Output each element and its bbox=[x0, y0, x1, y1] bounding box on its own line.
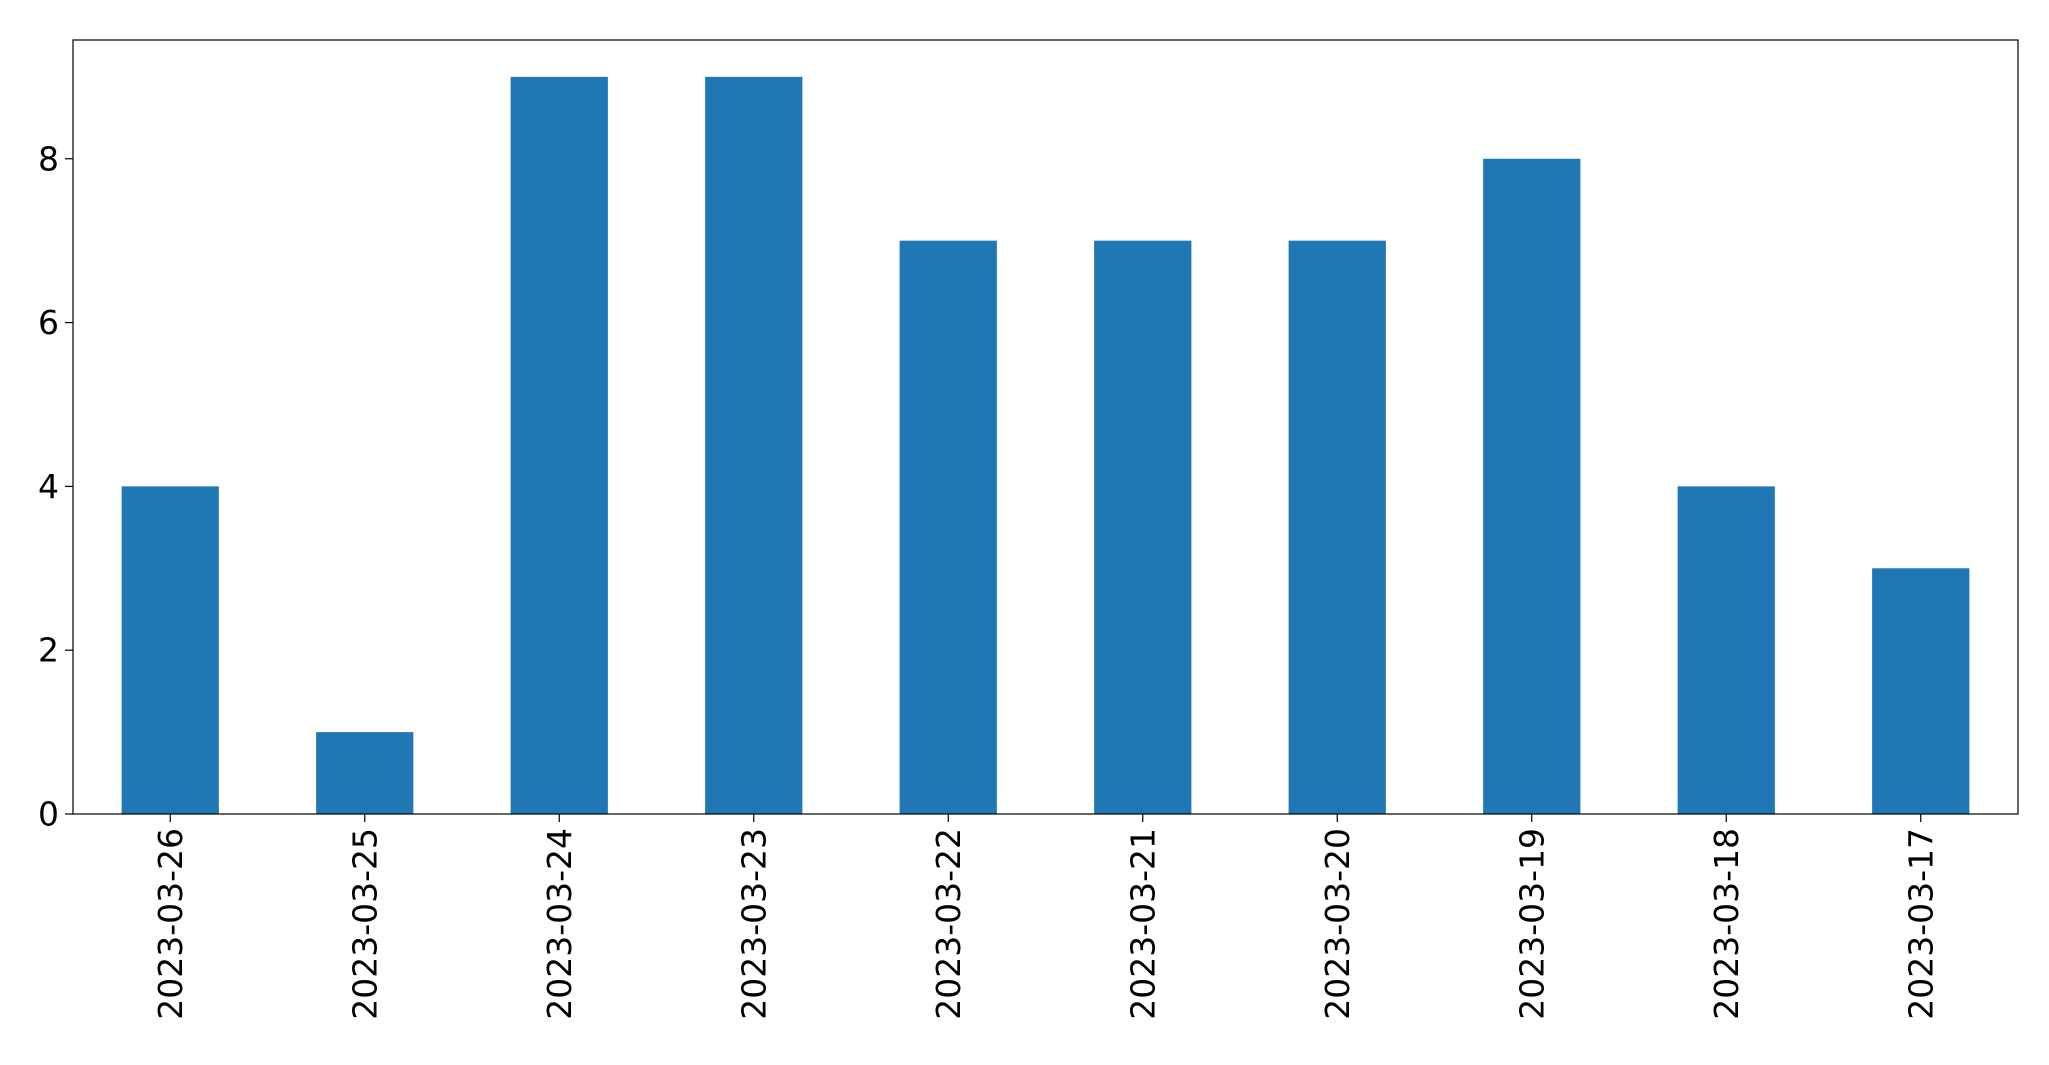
y-tick-label: 8 bbox=[38, 139, 59, 178]
x-tick-label: 2023-03-25 bbox=[345, 828, 384, 1020]
y-tick-label: 6 bbox=[38, 303, 59, 342]
x-tick-label: 2023-03-19 bbox=[1512, 828, 1551, 1020]
plot-frame bbox=[72, 39, 2019, 815]
y-tick-label: 0 bbox=[38, 795, 59, 834]
x-tick-label: 2023-03-22 bbox=[929, 828, 968, 1020]
bar-2023-03-20 bbox=[1288, 240, 1386, 814]
x-axis: 2023-03-26 2023-03-25 2023-03-24 2023-03-23… bbox=[151, 814, 1940, 1020]
y-tick-label: 2 bbox=[38, 631, 59, 670]
bar-2023-03-26 bbox=[121, 486, 219, 814]
x-tick-label: 2023-03-23 bbox=[734, 828, 773, 1020]
x-tick-label: 2023-03-20 bbox=[1318, 828, 1357, 1020]
x-tick-label: 2023-03-17 bbox=[1901, 828, 1940, 1020]
bars-layer bbox=[121, 76, 1970, 815]
bar-2023-03-17 bbox=[1872, 568, 1970, 814]
bar-2023-03-19 bbox=[1483, 158, 1581, 814]
bar-2023-03-25 bbox=[316, 732, 414, 814]
y-axis: 0 2 4 6 8 bbox=[38, 139, 73, 834]
x-tick-label: 2023-03-18 bbox=[1707, 828, 1746, 1020]
y-tick-label: 4 bbox=[38, 467, 59, 506]
bar-2023-03-24 bbox=[510, 76, 608, 815]
bar-2023-03-23 bbox=[705, 76, 803, 815]
bar-2023-03-18 bbox=[1677, 486, 1775, 814]
x-tick-label: 2023-03-26 bbox=[151, 828, 190, 1020]
bar-2023-03-22 bbox=[899, 240, 997, 814]
x-tick-label: 2023-03-21 bbox=[1123, 828, 1162, 1020]
x-tick-label: 2023-03-24 bbox=[540, 828, 579, 1020]
bar-2023-03-21 bbox=[1094, 240, 1192, 814]
